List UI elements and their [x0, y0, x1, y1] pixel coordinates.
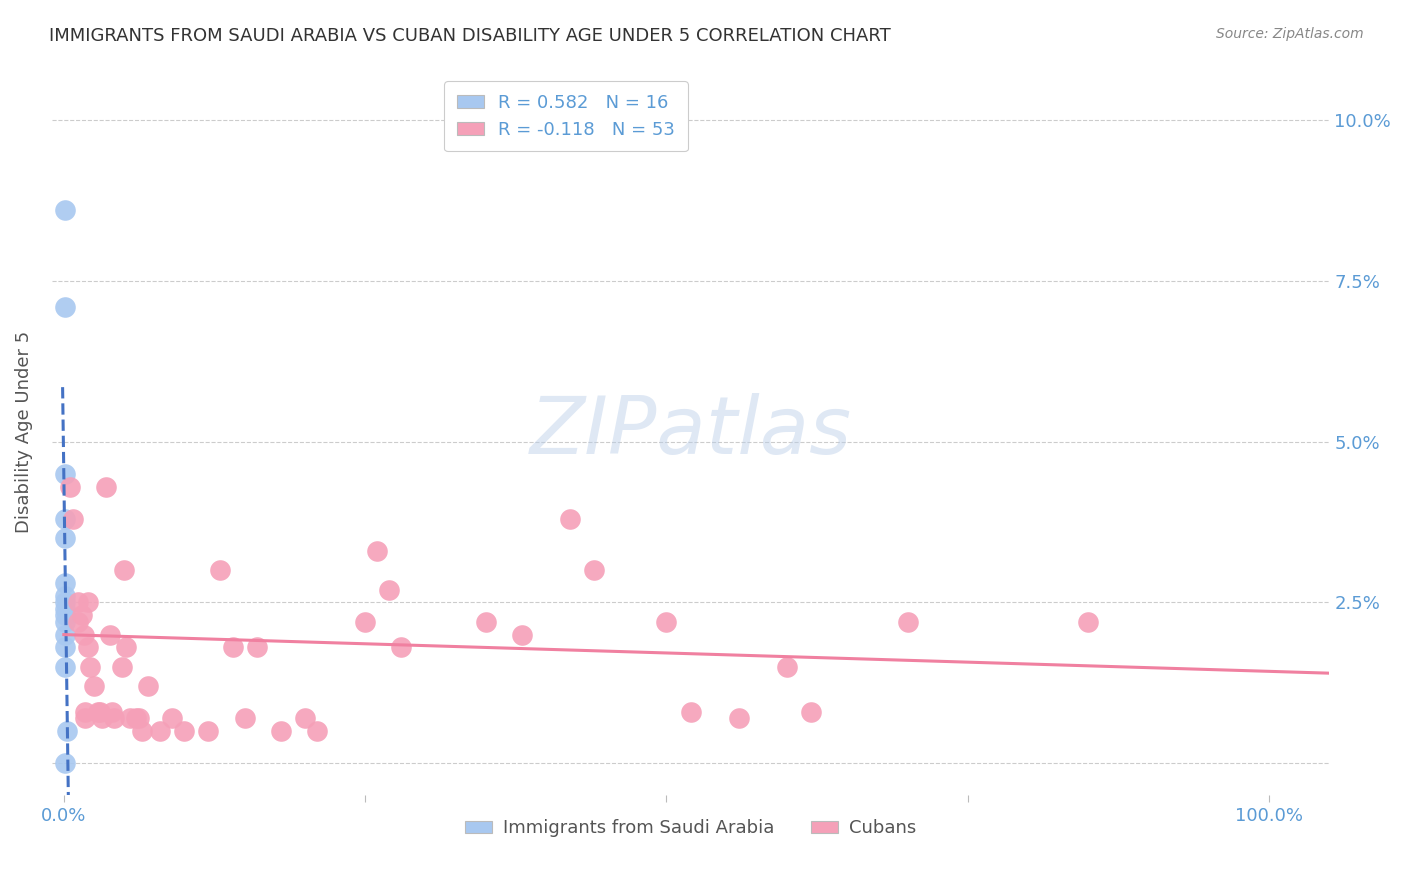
Point: [83, 679, 105, 693]
Point: [62, 512, 84, 526]
Text: IMMIGRANTS FROM SAUDI ARABIA VS CUBAN DISABILITY AGE UNDER 5 CORRELATION CHART: IMMIGRANTS FROM SAUDI ARABIA VS CUBAN DI…: [49, 27, 891, 45]
Point: [59, 480, 82, 494]
Point: [896, 615, 918, 629]
Point: [53, 595, 76, 609]
Point: [112, 563, 135, 577]
Point: [53, 467, 76, 481]
Point: [558, 512, 581, 526]
Point: [86, 705, 108, 719]
Text: Source: ZipAtlas.com: Source: ZipAtlas.com: [1216, 27, 1364, 41]
Point: [679, 705, 702, 719]
Point: [53, 602, 76, 616]
Point: [53, 202, 76, 217]
Point: [75, 711, 97, 725]
Point: [727, 711, 749, 725]
Point: [1077, 615, 1099, 629]
Point: [53, 627, 76, 641]
Point: [125, 711, 148, 725]
Point: [53, 589, 76, 603]
Point: [366, 544, 388, 558]
Point: [162, 711, 184, 725]
Point: [53, 300, 76, 314]
Point: [53, 512, 76, 526]
Point: [53, 659, 76, 673]
Point: [91, 711, 114, 725]
Point: [294, 711, 316, 725]
Point: [115, 640, 138, 655]
Point: [128, 711, 150, 725]
Point: [197, 724, 219, 739]
Point: [655, 615, 678, 629]
Point: [305, 724, 328, 739]
Point: [776, 659, 799, 673]
Text: ZIPatlas: ZIPatlas: [530, 393, 852, 471]
Point: [53, 608, 76, 623]
Point: [173, 724, 195, 739]
Point: [67, 615, 90, 629]
Point: [800, 705, 823, 719]
Point: [56, 724, 79, 739]
Point: [103, 711, 125, 725]
Point: [120, 711, 142, 725]
Point: [77, 640, 100, 655]
Legend: Immigrants from Saudi Arabia, Cubans: Immigrants from Saudi Arabia, Cubans: [458, 812, 924, 845]
Point: [270, 724, 292, 739]
Point: [474, 615, 496, 629]
Point: [77, 595, 100, 609]
Point: [136, 679, 159, 693]
Point: [75, 705, 97, 719]
Point: [354, 615, 377, 629]
Point: [111, 659, 134, 673]
Point: [79, 659, 101, 673]
Point: [53, 531, 76, 545]
Point: [53, 576, 76, 591]
Point: [70, 608, 93, 623]
Point: [101, 705, 124, 719]
Y-axis label: Disability Age Under 5: Disability Age Under 5: [15, 331, 32, 533]
Point: [131, 724, 153, 739]
Point: [73, 627, 96, 641]
Point: [67, 595, 90, 609]
Point: [389, 640, 412, 655]
Point: [149, 724, 172, 739]
Point: [94, 480, 117, 494]
Point: [53, 615, 76, 629]
Point: [98, 627, 121, 641]
Point: [583, 563, 606, 577]
Point: [378, 582, 401, 597]
Point: [233, 711, 256, 725]
Point: [221, 640, 243, 655]
Point: [53, 640, 76, 655]
Point: [510, 627, 533, 641]
Point: [246, 640, 269, 655]
Point: [209, 563, 232, 577]
Point: [53, 756, 76, 771]
Point: [89, 705, 111, 719]
